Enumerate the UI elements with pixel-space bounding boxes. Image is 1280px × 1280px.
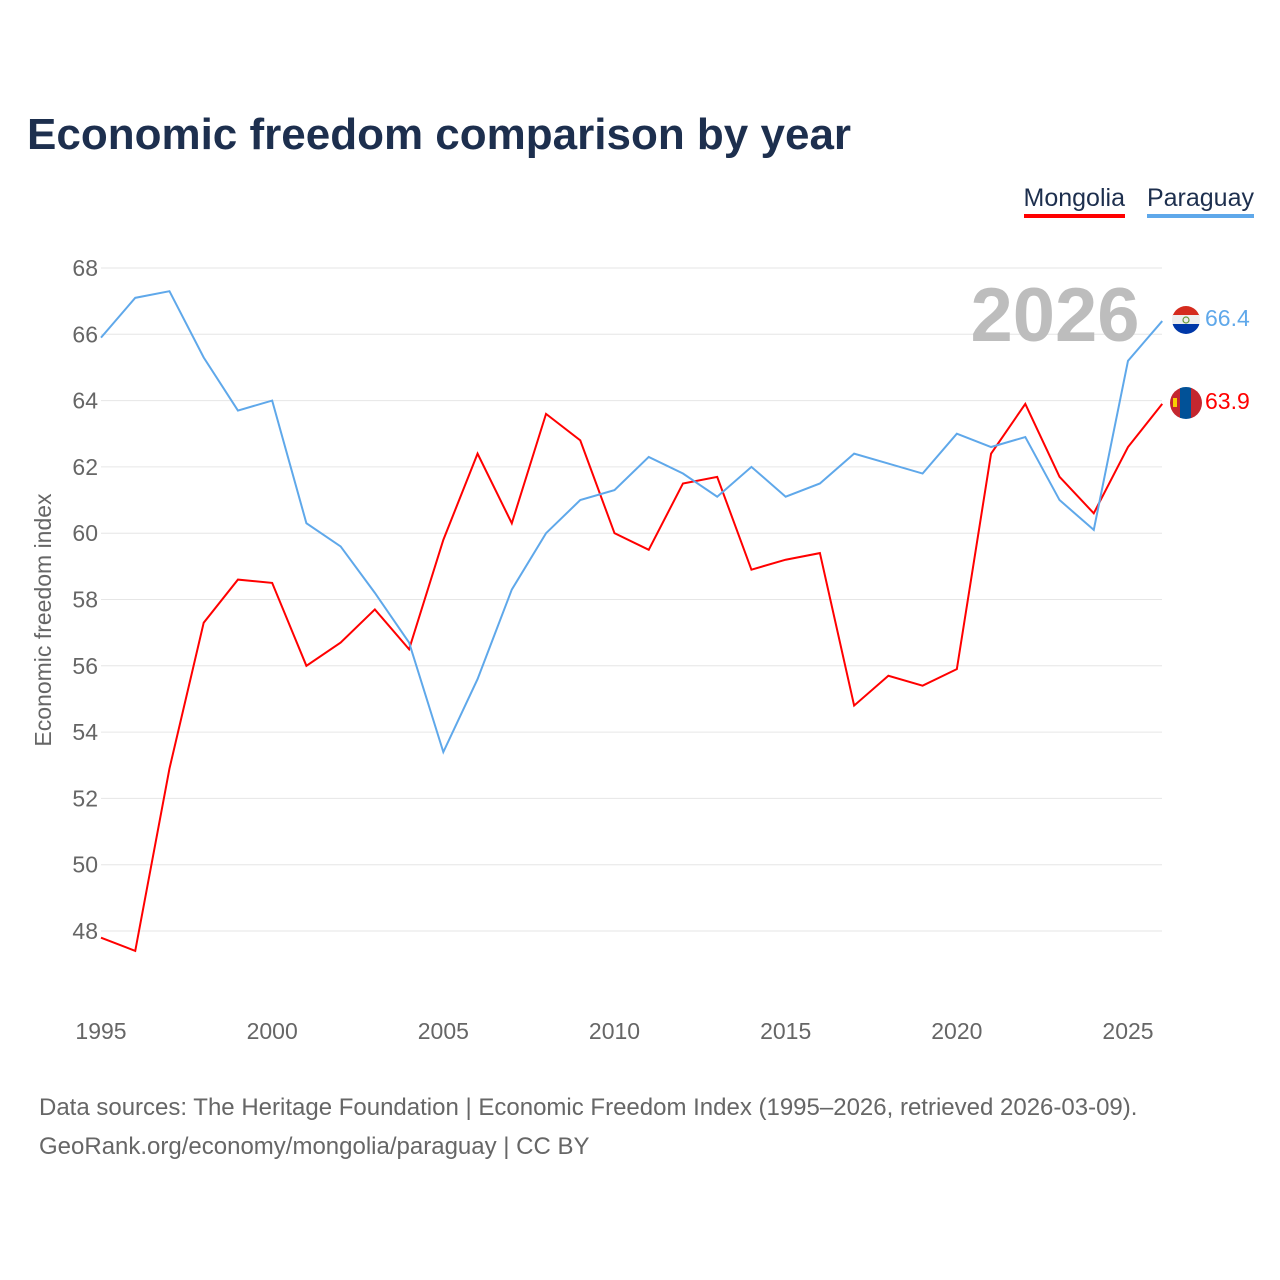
data-point-paraguay[interactable] [543, 530, 549, 536]
data-point-paraguay[interactable] [612, 487, 618, 493]
data-point-paraguay[interactable] [783, 494, 789, 500]
data-point-paraguay[interactable] [646, 454, 652, 460]
data-point-paraguay[interactable] [132, 295, 138, 301]
data-point-mongolia[interactable] [166, 766, 172, 772]
footer: Data sources: The Heritage Foundation | … [39, 1088, 1137, 1166]
data-point-paraguay[interactable] [1057, 497, 1063, 503]
y-tick-label: 64 [72, 388, 98, 414]
data-point-mongolia[interactable] [338, 640, 344, 646]
attribution-link[interactable]: GeoRank.org/economy/mongolia/paraguay | … [39, 1133, 590, 1160]
data-point-paraguay[interactable] [988, 444, 994, 450]
x-tick-label: 2025 [1102, 1018, 1153, 1044]
data-point-mongolia[interactable] [372, 606, 378, 612]
y-tick-label: 48 [72, 918, 98, 944]
data-point-mongolia[interactable] [1159, 401, 1165, 407]
data-point-paraguay[interactable] [1091, 527, 1097, 533]
mongolia-flag-icon [1170, 387, 1202, 419]
y-tick-label: 62 [72, 454, 98, 480]
chart-title: Economic freedom comparison by year [27, 110, 852, 159]
data-point-paraguay[interactable] [235, 408, 241, 414]
data-point-mongolia[interactable] [748, 567, 754, 573]
x-tick-label: 2010 [589, 1018, 640, 1044]
data-point-paraguay[interactable] [577, 497, 583, 503]
legend-paraguay[interactable]: Paraguay [1146, 184, 1254, 218]
data-point-mongolia[interactable] [885, 673, 891, 679]
data-point-paraguay[interactable] [748, 464, 754, 470]
data-point-mongolia[interactable] [988, 451, 994, 457]
legend-mongolia[interactable]: Mongolia [1023, 184, 1125, 218]
data-point-paraguay[interactable] [372, 590, 378, 596]
data-point-paraguay[interactable] [440, 749, 446, 755]
data-point-paraguay[interactable] [851, 451, 857, 457]
series-line-paraguay[interactable] [100, 290, 1163, 755]
data-point-paraguay[interactable] [954, 431, 960, 437]
data-point-mongolia[interactable] [783, 557, 789, 563]
data-point-paraguay[interactable] [406, 640, 412, 646]
y-tick-label: 50 [72, 852, 98, 878]
data-point-paraguay[interactable] [201, 355, 207, 361]
data-point-mongolia[interactable] [680, 480, 686, 486]
year-watermark: 2026 [970, 273, 1139, 358]
data-point-mongolia[interactable] [509, 520, 515, 526]
y-tick-label: 60 [72, 520, 98, 546]
data-point-mongolia[interactable] [577, 437, 583, 443]
data-point-mongolia[interactable] [269, 580, 275, 586]
data-point-mongolia[interactable] [646, 547, 652, 553]
data-point-paraguay[interactable] [475, 676, 481, 682]
data-point-paraguay[interactable] [338, 543, 344, 549]
data-point-paraguay[interactable] [509, 587, 515, 593]
data-point-mongolia[interactable] [817, 550, 823, 556]
paraguay-flag-icon [1172, 306, 1200, 334]
data-point-mongolia[interactable] [1057, 474, 1063, 480]
y-tick-label: 58 [72, 587, 98, 613]
x-tick-label: 2000 [247, 1018, 298, 1044]
data-point-paraguay[interactable] [166, 288, 172, 294]
data-point-mongolia[interactable] [954, 666, 960, 672]
y-tick-label: 56 [72, 653, 98, 679]
data-point-paraguay[interactable] [817, 480, 823, 486]
y-tick-label: 66 [72, 321, 98, 347]
x-tick-label: 2005 [418, 1018, 469, 1044]
paraguay-end-label: 66.4 [1205, 305, 1250, 331]
data-point-mongolia[interactable] [543, 411, 549, 417]
y-tick-label: 54 [72, 719, 98, 745]
data-point-mongolia[interactable] [475, 451, 481, 457]
data-point-mongolia[interactable] [303, 663, 309, 669]
data-point-paraguay[interactable] [1159, 318, 1165, 324]
data-point-paraguay[interactable] [98, 335, 104, 341]
data-point-mongolia[interactable] [98, 935, 104, 941]
data-point-mongolia[interactable] [714, 474, 720, 480]
data-point-paraguay[interactable] [269, 398, 275, 404]
source-text: Data sources: The Heritage Foundation | … [39, 1094, 1138, 1121]
data-point-paraguay[interactable] [1022, 434, 1028, 440]
legend: Mongolia Paraguay [1023, 184, 1254, 218]
x-tick-label: 1995 [75, 1018, 126, 1044]
data-point-paraguay[interactable] [714, 494, 720, 500]
data-point-mongolia[interactable] [851, 703, 857, 709]
data-point-mongolia[interactable] [440, 537, 446, 543]
y-axis-label: Economic freedom index [30, 493, 56, 747]
data-point-mongolia[interactable] [612, 530, 618, 536]
mongolia-end-label: 63.9 [1205, 388, 1250, 414]
data-point-mongolia[interactable] [920, 683, 926, 689]
data-point-mongolia[interactable] [235, 577, 241, 583]
x-tick-label: 2015 [760, 1018, 811, 1044]
data-point-mongolia[interactable] [201, 620, 207, 626]
y-tick-label: 52 [72, 785, 98, 811]
data-point-paraguay[interactable] [680, 471, 686, 477]
data-point-paraguay[interactable] [920, 471, 926, 477]
data-point-paraguay[interactable] [885, 461, 891, 467]
data-point-mongolia[interactable] [1022, 401, 1028, 407]
series-line-mongolia[interactable] [100, 401, 1164, 953]
data-point-paraguay[interactable] [303, 520, 309, 526]
x-tick-label: 2020 [931, 1018, 982, 1044]
data-point-mongolia[interactable] [1125, 444, 1131, 450]
y-tick-label: 68 [72, 255, 98, 281]
data-point-mongolia[interactable] [132, 948, 138, 954]
data-point-paraguay[interactable] [1125, 358, 1131, 364]
